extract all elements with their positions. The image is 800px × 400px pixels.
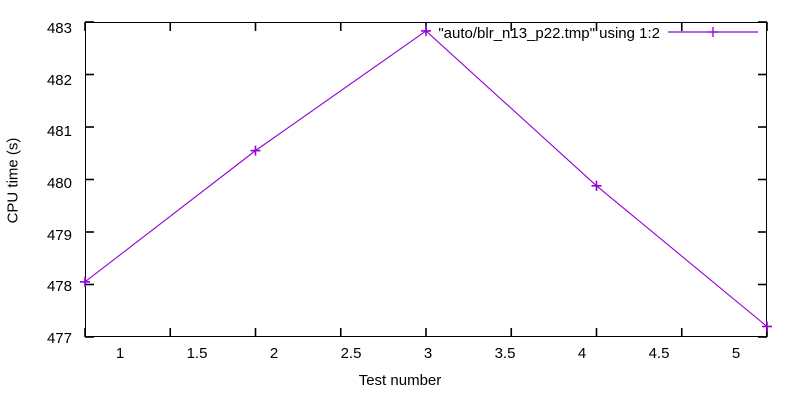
x-tick-label: 2.5 xyxy=(340,345,362,362)
x-tick-label: 3.5 xyxy=(494,345,516,362)
data-point-marker xyxy=(421,25,431,36)
data-point-marker xyxy=(591,180,602,191)
y-tick-label: 479 xyxy=(46,227,72,244)
x-tick-label: 1.5 xyxy=(186,345,208,362)
x-tick-label: 3 xyxy=(423,345,433,362)
data-point-marker xyxy=(250,145,261,156)
x-tick-label: 2 xyxy=(269,345,279,362)
legend-entry-label: "auto/blr_n13_p22.tmp" using 1:2 xyxy=(438,25,660,42)
legend-line-sample xyxy=(668,27,758,37)
data-point-marker xyxy=(80,276,90,287)
x-tick-label: 1 xyxy=(115,345,125,362)
x-axis-label: Test number xyxy=(358,372,442,389)
y-tick-label: 477 xyxy=(46,330,72,347)
y-tick-label: 480 xyxy=(46,175,72,192)
data-point-marker xyxy=(762,321,772,332)
series-line xyxy=(84,30,768,327)
series-markers xyxy=(80,25,772,332)
y-tick-label: 483 xyxy=(46,20,72,37)
y-tick-marks xyxy=(85,21,767,338)
x-tick-label: 4.5 xyxy=(648,345,670,362)
y-tick-label: 482 xyxy=(46,72,72,89)
y-tick-label: 481 xyxy=(46,123,72,140)
y-tick-label: 478 xyxy=(46,278,72,295)
x-tick-label: 5 xyxy=(731,345,741,362)
x-tick-marks xyxy=(84,22,768,337)
x-tick-label: 4 xyxy=(577,345,587,362)
